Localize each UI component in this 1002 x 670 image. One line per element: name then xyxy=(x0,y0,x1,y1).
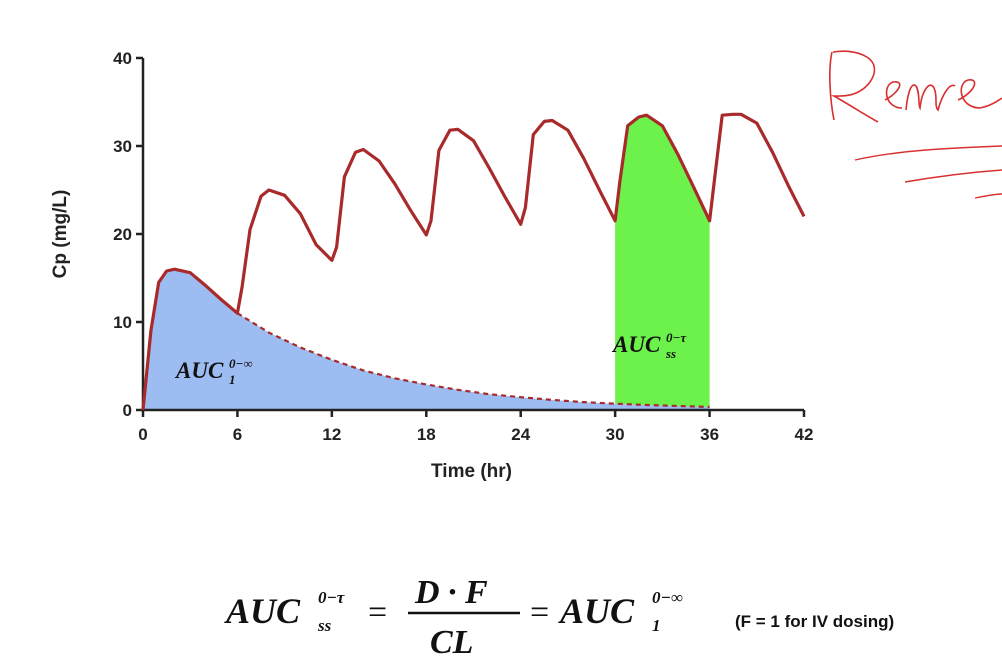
formula-lhs-sup: 0−τ xyxy=(318,588,345,607)
iv-dosing-note: (F = 1 for IV dosing) xyxy=(735,612,895,631)
auc-steady-state-region xyxy=(615,115,710,407)
x-tick-label: 36 xyxy=(700,425,719,444)
x-tick-label: 0 xyxy=(138,425,147,444)
formula-rhs-sup: 0−∞ xyxy=(652,588,683,607)
series-lines xyxy=(141,112,806,411)
formula-denominator: CL xyxy=(430,624,473,661)
y-tick-label: 10 xyxy=(113,313,132,332)
x-tick-label: 24 xyxy=(511,425,530,444)
y-tick-label: 30 xyxy=(113,137,132,156)
auc-steady-state-label-sub: ss xyxy=(665,346,676,361)
pk-chart: 0 10 20 30 40 0 6 12 18 24 30 36 42 Time (hr) Cp (mg/L… xyxy=(50,49,1002,482)
auc-regions xyxy=(143,115,710,410)
auc-steady-state-label-sup: 0−τ xyxy=(666,330,687,345)
formula-svg: AUC 0−τ ss = D · F CL = AUC 0−∞ 1 xyxy=(224,574,683,661)
single-dose-decay-line xyxy=(236,312,710,408)
y-tick-label: 0 xyxy=(123,401,132,420)
formula-numerator: D · F xyxy=(414,574,488,611)
formula-lhs-sub: ss xyxy=(317,616,332,635)
x-tick-label: 6 xyxy=(233,425,242,444)
x-tick-label: 18 xyxy=(417,425,436,444)
axes: 0 10 20 30 40 0 6 12 18 24 30 36 42 Time (hr) Cp (mg/L… xyxy=(50,49,813,482)
x-tick-label: 30 xyxy=(606,425,625,444)
x-tick-label: 42 xyxy=(795,425,814,444)
x-tick-label: 12 xyxy=(322,425,341,444)
auc-single-dose-label: AUC 0−∞1 xyxy=(174,356,253,387)
auc-steady-state-label-base: AUC xyxy=(611,332,661,357)
auc-single-dose-label-sup: 0−∞ xyxy=(229,356,253,371)
y-axis-label: Cp (mg/L) xyxy=(50,190,71,279)
auc-single-dose-region xyxy=(143,269,710,410)
formula-rhs-sub: 1 xyxy=(652,616,661,635)
auc-steady-state-label: AUC 0−τss xyxy=(611,330,687,361)
auc-formula: AUC 0−τ ss = D · F CL = AUC 0−∞ 1 xyxy=(220,565,740,661)
chart-labels: AUC 0−∞1 AUC 0−τss xyxy=(174,330,687,387)
x-axis-label: Time (hr) xyxy=(431,461,512,482)
auc-single-dose-label-base: AUC xyxy=(174,358,224,383)
auc-single-dose-label-sub: 1 xyxy=(229,372,236,387)
formula-equals-2: = xyxy=(530,594,549,631)
formula-rhs: AUC xyxy=(558,591,635,631)
y-tick-label: 20 xyxy=(113,225,132,244)
y-tick-label: 40 xyxy=(113,49,132,68)
handwritten-annotation xyxy=(829,50,1002,199)
concentration-curve xyxy=(141,112,806,411)
formula-equals-1: = xyxy=(368,594,387,631)
formula-lhs: AUC xyxy=(224,591,301,631)
